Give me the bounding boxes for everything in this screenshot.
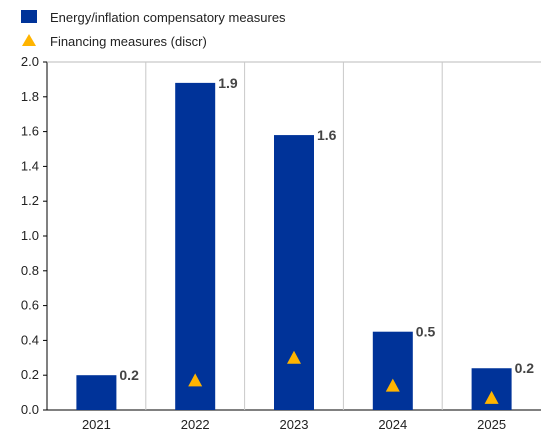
bar-2021	[76, 375, 117, 410]
x-axis-ticks: 2021 2022 2023 2024 2025	[82, 417, 506, 432]
plot-area	[46, 61, 541, 411]
legend-marker-financing	[22, 34, 36, 46]
y-tick-label: 0.8	[21, 263, 39, 278]
legend-label-financing: Financing measures (discr)	[50, 34, 207, 49]
data-label-2023: 1.6	[317, 127, 337, 143]
y-tick-label: 1.0	[21, 228, 39, 243]
y-tick-label: 2.0	[21, 54, 39, 69]
marker-2025	[484, 390, 499, 404]
marker-2023	[287, 350, 301, 364]
bar-2024	[372, 331, 413, 410]
bar-2022	[175, 82, 216, 410]
data-label-2021: 0.2	[119, 367, 139, 383]
data-label-2024: 0.5	[416, 324, 436, 340]
bar-series	[76, 82, 512, 410]
data-labels: 0.2 1.9 1.6 0.5 0.2	[119, 75, 534, 383]
y-tick-label: 0.4	[21, 332, 39, 347]
legend-label-energy: Energy/inflation compensatory measures	[50, 10, 286, 25]
marker-2024	[385, 378, 400, 392]
y-tick-label: 1.2	[21, 193, 39, 208]
y-tick-label: 1.4	[21, 158, 39, 173]
x-tick-label: 2022	[181, 417, 210, 432]
x-tick-label: 2024	[378, 417, 407, 432]
legend-swatch-energy	[21, 10, 37, 23]
legend: Energy/inflation compensatory measures F…	[21, 10, 286, 49]
category-separators	[145, 62, 443, 410]
y-tick-label: 1.8	[21, 89, 39, 104]
y-tick-label: 0.2	[21, 367, 39, 382]
data-label-2022: 1.9	[218, 75, 238, 91]
y-axis-ticks: 0.0 0.2 0.4 0.6 0.8 1.0 1.2 1.4 1.6 1.8 2.0	[21, 54, 47, 417]
x-tick-label: 2023	[280, 417, 309, 432]
marker-series	[188, 350, 499, 404]
y-tick-label: 1.6	[21, 124, 39, 139]
data-label-2025: 0.2	[515, 360, 535, 376]
y-tick-label: 0.6	[21, 298, 39, 313]
x-tick-label: 2025	[477, 417, 506, 432]
marker-2022	[188, 373, 203, 387]
bar-2023	[274, 135, 314, 410]
x-tick-label: 2021	[82, 417, 111, 432]
y-tick-label: 0.0	[21, 402, 39, 417]
